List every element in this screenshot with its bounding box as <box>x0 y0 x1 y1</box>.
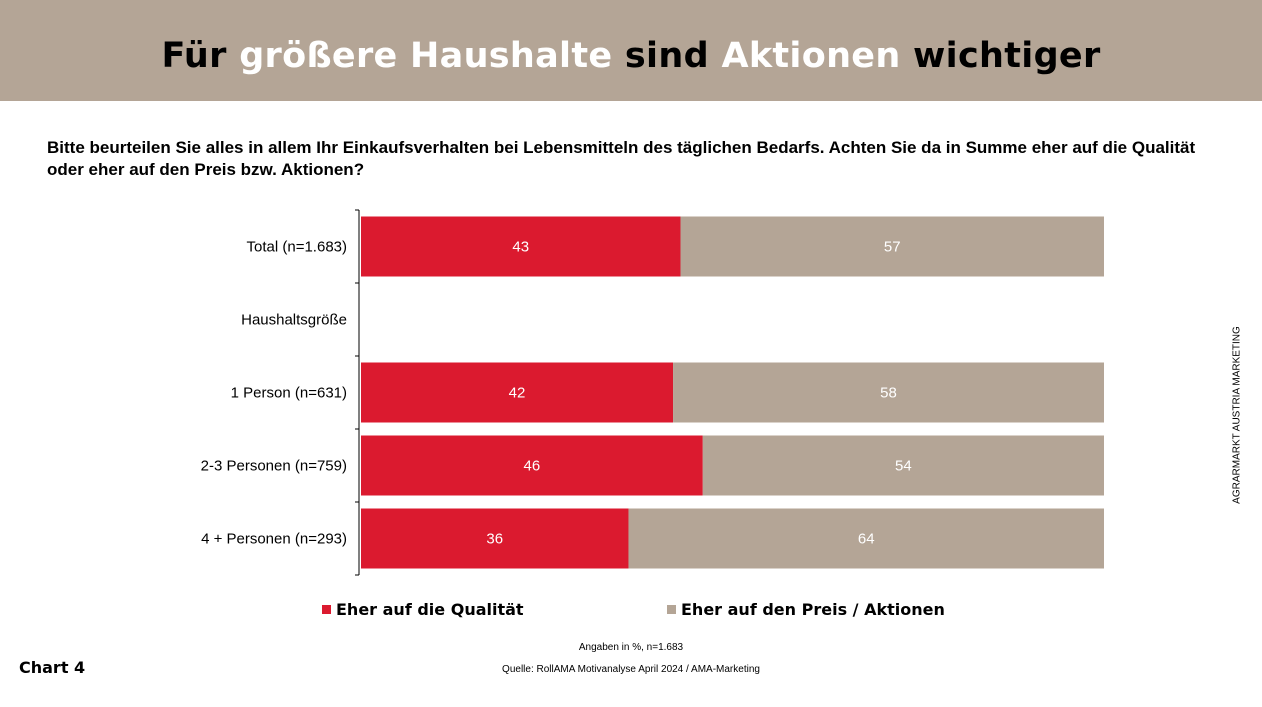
data-label: 58 <box>880 385 897 402</box>
bar-segment <box>673 362 1104 423</box>
bar-segment <box>361 508 629 569</box>
bar-segment <box>702 435 1104 496</box>
data-label: 36 <box>486 531 503 548</box>
data-label: 54 <box>895 458 912 475</box>
bar-segment <box>628 508 1104 569</box>
title-part-2: größere Haushalte <box>239 35 613 76</box>
title-part-4: Aktionen <box>721 35 901 76</box>
bar-segment <box>361 362 674 423</box>
page-title: Für größere Haushalte sind Aktionen wich… <box>161 36 1100 76</box>
bar-segment <box>361 216 681 277</box>
legend-item-quality: Eher auf die Qualität <box>322 600 524 619</box>
legend-item-price: Eher auf den Preis / Aktionen <box>667 600 945 619</box>
category-label: Total (n=1.683) <box>247 239 347 256</box>
data-label: 46 <box>524 458 541 475</box>
bar-segment <box>680 216 1104 277</box>
title-part-5: wichtiger <box>913 35 1101 76</box>
data-label: 42 <box>509 385 526 402</box>
title-part-1: Für <box>161 35 227 76</box>
category-label: Haushaltsgröße <box>241 312 347 329</box>
bar-segment <box>361 435 703 496</box>
legend-swatch-quality <box>322 605 331 614</box>
legend-label-price: Eher auf den Preis / Aktionen <box>681 600 945 619</box>
data-label: 64 <box>858 531 875 548</box>
title-banner: Für größere Haushalte sind Aktionen wich… <box>0 0 1262 101</box>
title-part-3: sind <box>624 35 709 76</box>
footnote-units: Angaben in %, n=1.683 <box>578 642 684 653</box>
chart-number: Chart 4 <box>19 658 86 677</box>
side-label: AGRARMARKT AUSTRIA MARKETING <box>1231 326 1243 504</box>
data-label: 43 <box>512 239 529 256</box>
category-label: 4 + Personen (n=293) <box>201 531 347 548</box>
data-label: 57 <box>884 239 901 256</box>
legend-swatch-price <box>667 605 676 614</box>
survey-question: Bitte beurteilen Sie alles in allem Ihr … <box>47 138 1196 179</box>
footnote-source: Quelle: RollAMA Motivanalyse April 2024 … <box>502 664 760 675</box>
legend-label-quality: Eher auf die Qualität <box>336 600 524 619</box>
category-label: 2-3 Personen (n=759) <box>201 458 347 475</box>
category-label: 1 Person (n=631) <box>231 385 347 402</box>
